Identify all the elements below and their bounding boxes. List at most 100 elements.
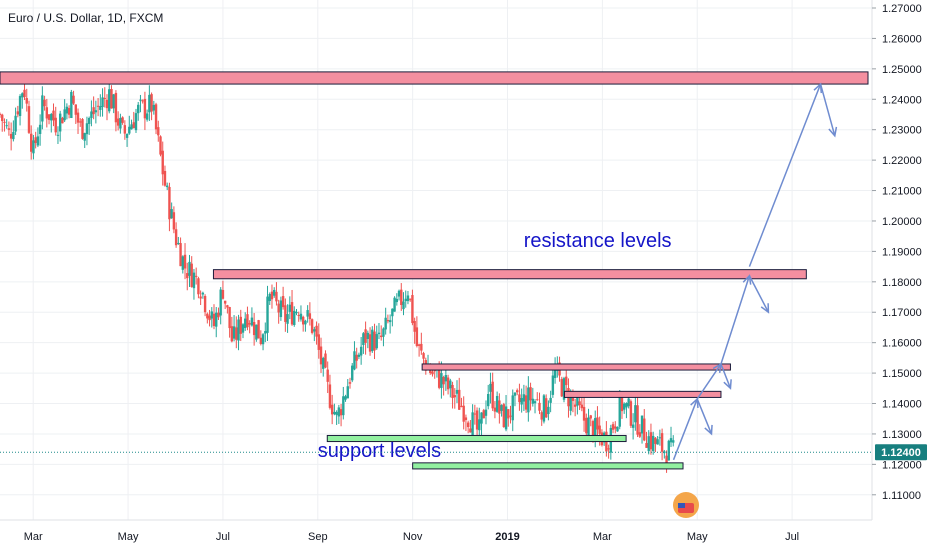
candle-body — [79, 121, 82, 123]
candle-body — [582, 406, 586, 421]
time-axis[interactable]: Mar May Jul Sep Nov 2019 Mar May Jul — [24, 531, 799, 543]
candle-body — [415, 327, 419, 347]
annotations: resistance levels support levels — [318, 230, 672, 462]
arrow-head — [760, 303, 770, 314]
candle-body — [259, 337, 263, 344]
resistance-zone[interactable] — [212, 269, 807, 280]
candle-body — [440, 373, 443, 388]
candle-body — [25, 98, 28, 104]
candle-body — [529, 387, 532, 401]
candle-body — [665, 455, 668, 464]
candle-body — [491, 381, 494, 409]
candle-body — [270, 291, 274, 300]
candle-body — [388, 320, 392, 323]
candle-body — [589, 415, 592, 419]
projection-arrow[interactable] — [696, 398, 713, 436]
x-tick-label: Jul — [785, 531, 799, 543]
candle-body — [413, 320, 416, 332]
candle-body — [186, 273, 189, 279]
candle-body — [377, 332, 381, 335]
candle-body — [266, 296, 269, 333]
candle-body — [478, 419, 481, 431]
projection-arrow[interactable] — [720, 363, 732, 390]
projection-arrow[interactable] — [748, 275, 770, 314]
candle-body — [190, 263, 193, 287]
candle-body — [596, 417, 599, 430]
candle-body — [654, 437, 657, 444]
candle-body — [21, 93, 24, 98]
candle-body — [489, 383, 492, 392]
resistance-zone[interactable] — [563, 390, 722, 398]
candle-body — [99, 106, 102, 110]
candle-body — [538, 402, 541, 411]
arrow-shaft — [696, 398, 713, 435]
candle-body — [34, 137, 37, 144]
y-tick-label: 1.27000 — [882, 3, 922, 15]
chart-title: Euro / U.S. Dollar, 1D, FXCM — [8, 11, 163, 25]
candle-body — [194, 275, 198, 277]
candle-body — [38, 124, 42, 134]
candle-body — [611, 424, 615, 430]
y-tick-label: 1.22000 — [882, 155, 922, 167]
candle-body — [313, 329, 316, 332]
candle-body — [94, 110, 98, 113]
candle-body — [170, 209, 173, 219]
resistance-zone[interactable] — [0, 71, 869, 85]
candle-body — [364, 329, 367, 343]
candle-body — [319, 346, 323, 365]
candle-body — [402, 301, 405, 310]
y-tick-label: 1.19000 — [882, 246, 922, 258]
candle-body — [636, 405, 639, 435]
x-tick-label: May — [687, 531, 708, 543]
arrow-head — [828, 126, 838, 138]
x-tick-label: 2019 — [495, 531, 519, 543]
candle-body — [533, 401, 537, 404]
y-tick-label: 1.20000 — [882, 216, 922, 228]
x-tick-label: Sep — [308, 531, 328, 543]
support-zone[interactable] — [326, 434, 627, 443]
support-zone[interactable] — [412, 462, 684, 470]
candle-body — [667, 440, 670, 461]
candle-body — [371, 329, 374, 352]
candle-body — [348, 382, 352, 384]
candle-body — [101, 97, 104, 108]
candle-body — [121, 117, 124, 123]
candle-body — [408, 298, 412, 300]
candle-body — [5, 125, 8, 127]
candle-body — [152, 104, 156, 111]
candle-body — [442, 377, 445, 385]
candle-body — [30, 133, 33, 152]
y-tick-label: 1.18000 — [882, 277, 922, 289]
y-tick-label: 1.21000 — [882, 186, 922, 198]
candle-body — [275, 291, 278, 302]
candle-body — [23, 89, 26, 98]
last-price-marker: 1.12400 — [0, 444, 927, 461]
candle-body — [284, 305, 287, 322]
candle-body — [43, 99, 46, 107]
candle-body — [47, 114, 51, 120]
candle-body — [542, 395, 546, 422]
candle-body — [366, 332, 370, 339]
y-tick-label: 1.25000 — [882, 64, 922, 76]
tradingview-badge[interactable] — [673, 492, 699, 518]
candle-body — [359, 346, 363, 356]
candle-body — [63, 109, 66, 121]
candle-body — [328, 384, 332, 408]
candle-body — [286, 314, 289, 324]
projection-arrow[interactable] — [819, 83, 838, 138]
candle-body — [83, 133, 86, 141]
candle-body — [565, 376, 568, 386]
candle-body — [0, 113, 2, 115]
candle-body — [536, 399, 539, 401]
candle-body — [288, 304, 292, 312]
candle-body — [128, 126, 131, 134]
candle-body — [310, 319, 314, 333]
resistance-zone[interactable] — [421, 363, 731, 371]
price-axis[interactable]: 1.27000 1.26000 1.25000 1.24000 1.23000 1.220… — [872, 3, 922, 502]
candle-body — [70, 91, 73, 119]
candle-body — [326, 369, 329, 382]
candle-body — [417, 344, 421, 346]
candle-body — [3, 121, 6, 123]
candle-body — [183, 254, 187, 269]
